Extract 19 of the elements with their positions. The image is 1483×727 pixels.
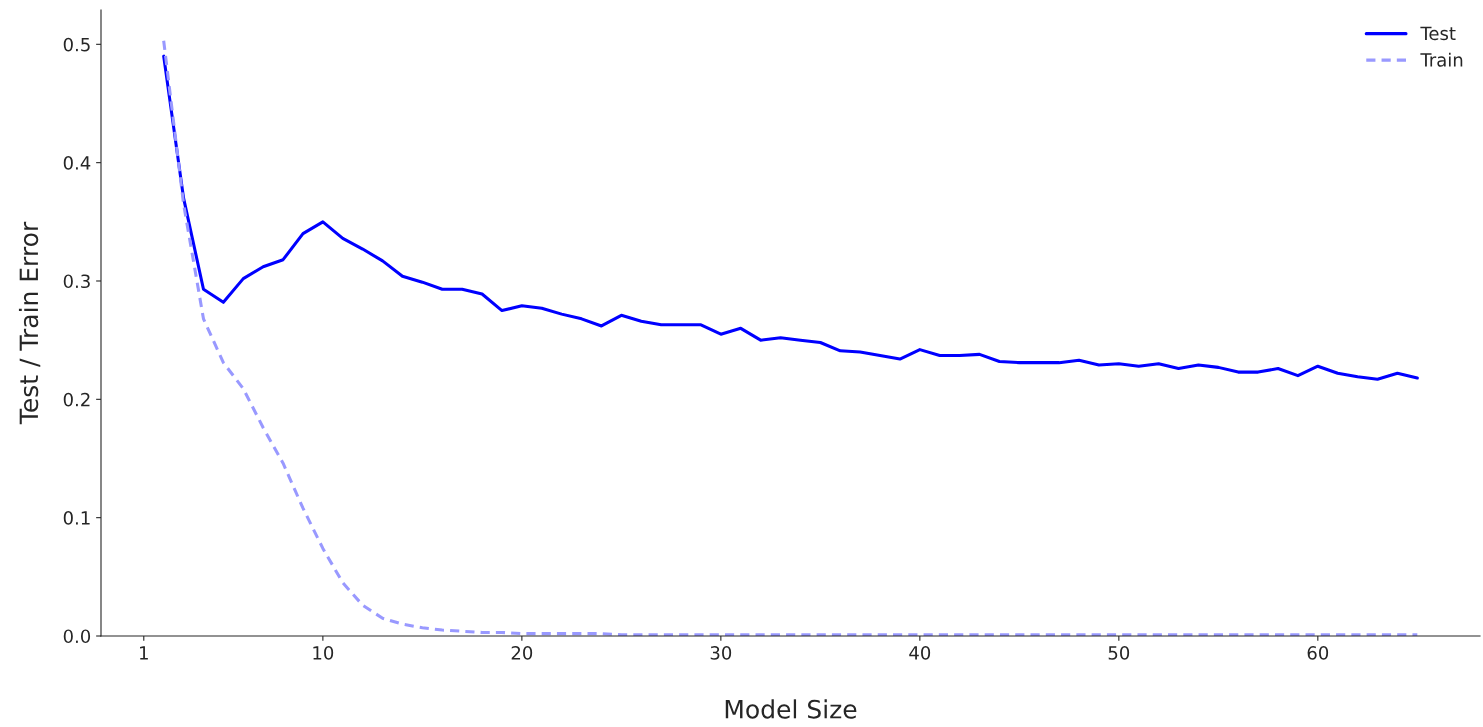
line-series	[162, 54, 1419, 381]
x-axis-title: Model Size	[725, 699, 857, 719]
y-tick-label: 0.3	[63, 274, 90, 289]
y-tick-label: 0.2	[63, 392, 90, 407]
x-tick-label: 60	[1307, 646, 1329, 660]
line-series	[162, 39, 1419, 636]
x-tick-label: 40	[909, 646, 931, 660]
legend-label: Test	[1420, 26, 1456, 41]
y-tick-label: 0.0	[63, 629, 91, 644]
y-tick-label: 0.4	[63, 156, 91, 170]
x-tick-label: 50	[1108, 646, 1130, 660]
x-tick-label: 30	[710, 646, 732, 660]
x-tick-label: 1	[140, 646, 148, 660]
x-tick-label: 20	[511, 646, 533, 660]
y-tick-label: 0.5	[63, 37, 90, 52]
y-axis-title: Test / Train Error	[18, 221, 41, 425]
x-tick-label: 10	[313, 646, 334, 660]
legend-label: Train	[1420, 52, 1463, 67]
y-tick-label: 0.1	[63, 511, 90, 525]
